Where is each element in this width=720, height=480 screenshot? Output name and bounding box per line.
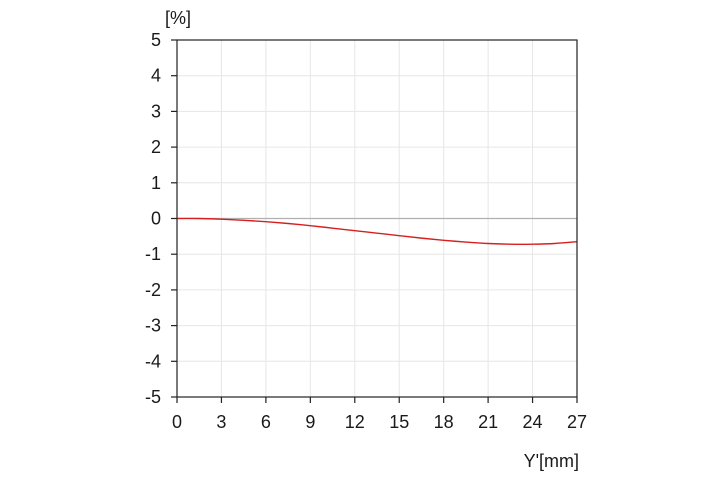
x-tick-label: 21 [478,412,498,432]
x-tick-label: 3 [216,412,226,432]
y-tick-label: -2 [145,280,161,300]
y-tick-label: -5 [145,387,161,407]
y-tick-label: 2 [151,137,161,157]
x-tick-label: 0 [172,412,182,432]
x-axis-label: Y'[mm] [524,451,579,471]
x-tick-label: 24 [523,412,543,432]
y-tick-label: 1 [151,173,161,193]
y-tick-label: 3 [151,101,161,121]
x-tick-label: 27 [567,412,587,432]
y-tick-label: 5 [151,30,161,50]
x-tick-label: 15 [389,412,409,432]
x-tick-label: 9 [305,412,315,432]
series-layer [176,217,578,245]
x-tick-label: 18 [434,412,454,432]
x-tick-label: 6 [261,412,271,432]
distortion-curve [176,217,578,245]
y-tick-label: -4 [145,351,161,371]
y-tick-label: -1 [145,244,161,264]
y-axis-label: [%] [165,8,191,28]
y-tick-label: -3 [145,316,161,336]
y-tick-label: 0 [151,209,161,229]
x-tick-label: 12 [345,412,365,432]
y-tick-label: 4 [151,66,161,86]
